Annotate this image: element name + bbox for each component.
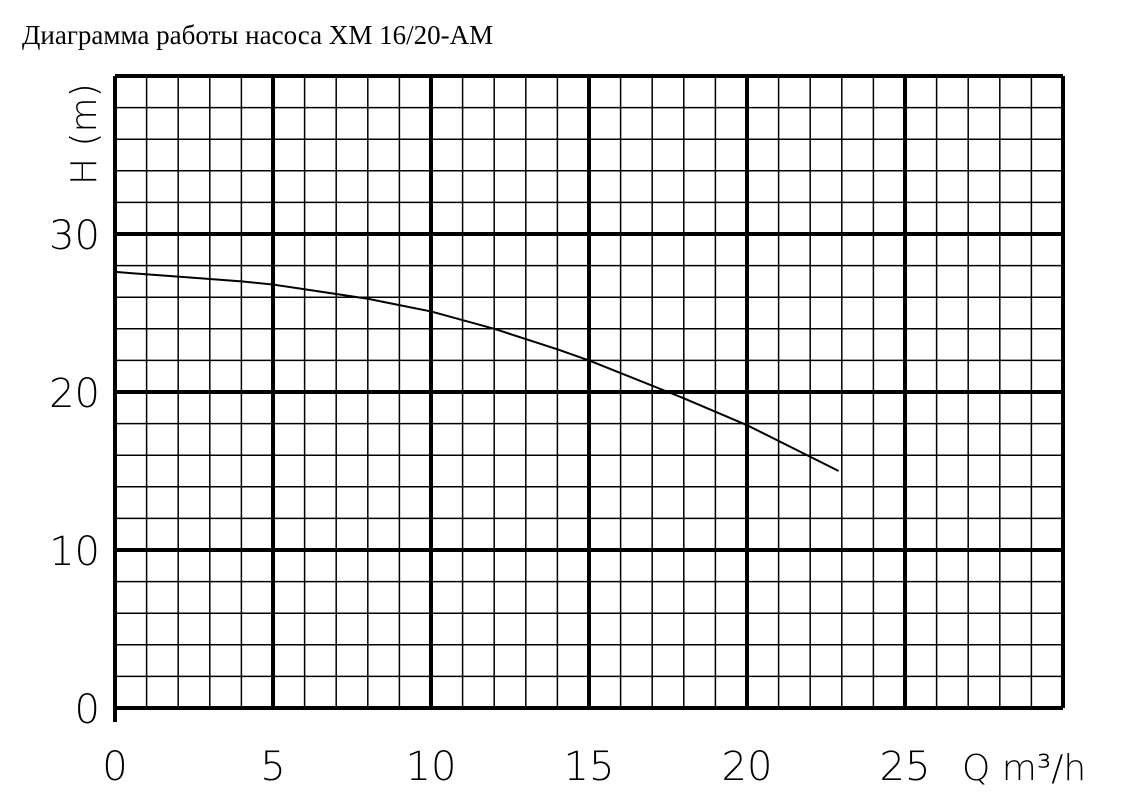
- x-tick-label: 15: [564, 744, 615, 790]
- y-tick-label: 20: [49, 371, 100, 417]
- y-tick-label: 30: [49, 213, 100, 259]
- y-tick-label: 10: [49, 529, 100, 575]
- x-axis-label: Q m³/h: [962, 748, 1086, 789]
- x-tick-label: 10: [406, 744, 457, 790]
- y-axis-label: H (m): [64, 83, 105, 185]
- y-tick-label: 0: [75, 687, 100, 733]
- x-tick-label: 5: [260, 744, 285, 790]
- x-tick-label: 25: [880, 744, 931, 790]
- chart-title: Диаграмма работы насоса XM 16/20-AM: [22, 20, 494, 50]
- x-tick-label: 0: [102, 744, 127, 790]
- pump-curve-line: [114, 270, 840, 472]
- x-tick-label: 20: [722, 744, 773, 790]
